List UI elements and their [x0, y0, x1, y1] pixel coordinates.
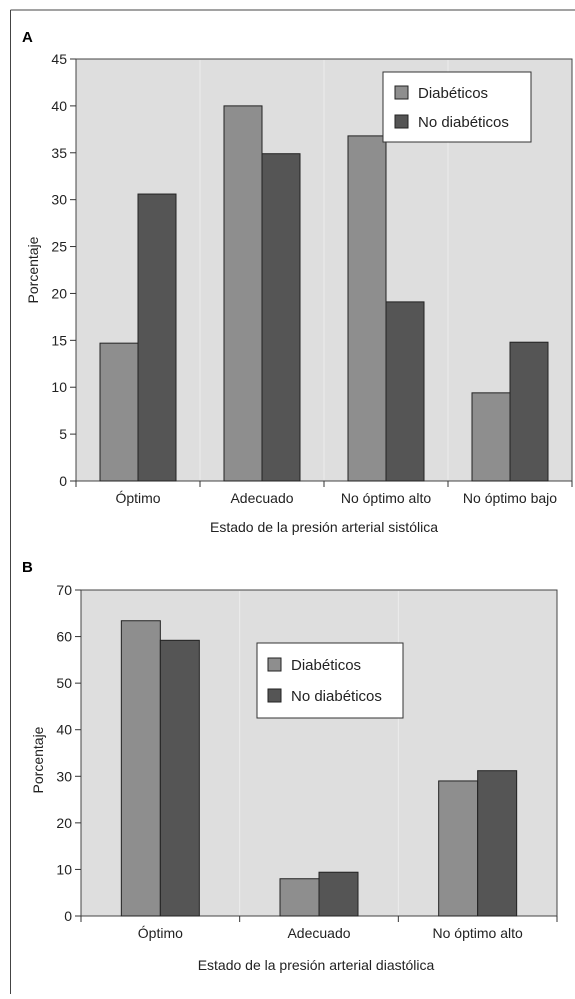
- panel-a-ytick-label: 20: [51, 285, 67, 301]
- panel-a-ytick-label: 35: [51, 145, 67, 161]
- panel-a-bar-no-diabeticos: [137, 193, 177, 482]
- panel-a-legend-box: [382, 71, 532, 143]
- panel-b-bar-diabeticos: [438, 780, 479, 917]
- panel-a-bar-diabeticos: [223, 105, 263, 482]
- panel-b-ylabel: Porcentaje: [30, 726, 46, 793]
- panel-b-ytick-label: 70: [56, 582, 72, 598]
- panel-a-ytick-label: 45: [51, 51, 67, 67]
- panel-a-legend-label-no-diabeticos: No diabéticos: [418, 114, 509, 131]
- panel-a-ytick-label: 15: [51, 332, 67, 348]
- panel-a-bar-no-diabeticos: [509, 341, 549, 482]
- panel-b-ytick-label: 20: [56, 815, 72, 831]
- panel-b-legend-label-no-diabeticos: No diabéticos: [291, 688, 382, 705]
- panel-a-ytick-label: 30: [51, 192, 67, 208]
- panel-a-letter: A: [22, 29, 33, 46]
- panel-b-bar-diabeticos: [120, 620, 161, 917]
- panel-a-xtick-label: No óptimo bajo: [463, 490, 557, 506]
- panel-b-xtick-label: Adecuado: [287, 925, 350, 941]
- panel-b-bar-no-diabeticos: [318, 871, 359, 917]
- panel-b-ytick-label: 60: [56, 629, 72, 645]
- panel-b-xtick-label: Óptimo: [138, 925, 183, 941]
- panel-a-legend-swatch-no-diabeticos: [394, 114, 409, 129]
- panel-a-xtick-label: Óptimo: [115, 490, 160, 506]
- panel-a-chart: 0 5 10 15 20 25 30 35 40 45 Óptimo Adecuado No ópti…: [25, 51, 573, 535]
- panel-a-bar-diabeticos: [99, 342, 139, 482]
- panel-b-ytick-label: 0: [64, 908, 72, 924]
- panel-b-chart: 0 10 20 30 40 50 60 70 Óptimo Adecuado No óptimo …: [30, 582, 558, 973]
- panel-a-bar-diabeticos: [471, 392, 511, 482]
- panel-b-legend-box: [256, 642, 404, 719]
- panel-b-ytick-label: 10: [56, 861, 72, 877]
- panel-a-bar-no-diabeticos: [385, 301, 425, 482]
- panel-a-legend-swatch-diabeticos: [394, 85, 409, 100]
- panel-b-bar-diabeticos: [279, 878, 320, 917]
- panel-b-legend-swatch-diabeticos: [267, 657, 282, 672]
- panel-b-xlabel: Estado de la presión arterial diastólica: [198, 957, 435, 973]
- panel-b-bar-no-diabeticos: [477, 770, 518, 917]
- panel-a-ytick-label: 25: [51, 239, 67, 255]
- panel-a-bar-diabeticos: [347, 135, 387, 482]
- panel-b-legend-label-diabeticos: Diabéticos: [291, 657, 361, 674]
- panel-a-xlabel: Estado de la presión arterial sistólica: [210, 519, 438, 535]
- panel-a-ytick-label: 0: [59, 473, 67, 489]
- panel-b-bar-no-diabeticos: [159, 639, 200, 917]
- panel-b-letter: B: [22, 559, 33, 576]
- panel-a-ylabel: Porcentaje: [25, 236, 41, 303]
- panel-a-ytick-label: 5: [59, 426, 67, 442]
- panel-a-legend: Diabéticos No diabéticos: [382, 71, 532, 143]
- panel-a-xtick-label: No óptimo alto: [341, 490, 431, 506]
- panel-b-ytick-label: 50: [56, 675, 72, 691]
- panel-a-bar-no-diabeticos: [261, 153, 301, 482]
- panel-b-ytick-label: 30: [56, 768, 72, 784]
- panel-a-ytick-label: 10: [51, 379, 67, 395]
- panel-a-ytick-label: 40: [51, 98, 67, 114]
- panel-b-legend-swatch-no-diabeticos: [267, 688, 282, 703]
- panel-b-ytick-label: 40: [56, 722, 72, 738]
- panel-a-xtick-label: Adecuado: [230, 490, 293, 506]
- panel-b-legend: Diabéticos No diabéticos: [256, 642, 404, 719]
- panel-a-legend-label-diabeticos: Diabéticos: [418, 85, 488, 102]
- panel-b-xtick-label: No óptimo alto: [433, 925, 523, 941]
